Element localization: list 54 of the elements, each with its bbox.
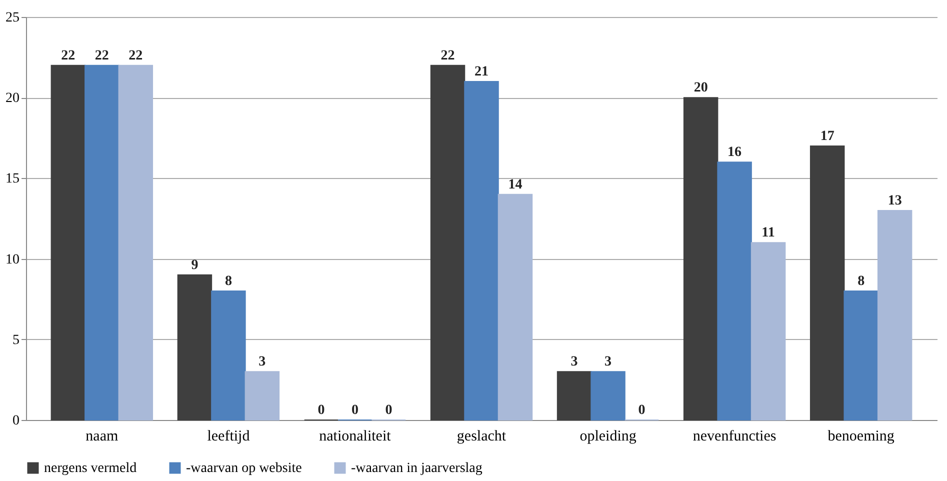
data-label: 20 <box>694 80 708 96</box>
bar <box>810 145 845 420</box>
legend-label: nergens vermeld <box>44 461 137 476</box>
bar <box>211 290 246 420</box>
x-tick-label: nevenfuncties <box>692 428 776 444</box>
x-tick-label: leeftijd <box>207 428 250 444</box>
bar <box>118 64 154 420</box>
x-tick-label: geslacht <box>456 428 507 444</box>
bar <box>844 290 878 420</box>
data-label: 11 <box>762 226 775 241</box>
bar <box>177 274 212 420</box>
legend-label: -waarvan op website <box>186 461 302 476</box>
bar <box>556 371 592 420</box>
bar <box>84 64 120 420</box>
x-tick-label: naam <box>86 428 118 444</box>
data-label: 9 <box>191 258 198 273</box>
data-label: 16 <box>728 145 742 160</box>
bar <box>464 80 499 420</box>
data-label: 13 <box>888 193 902 208</box>
y-tick-label: 25 <box>6 10 20 26</box>
data-label: 0 <box>385 403 392 418</box>
data-label: 3 <box>258 354 266 370</box>
bar <box>877 210 912 420</box>
x-tick-label: nationaliteit <box>319 428 392 444</box>
data-label: 0 <box>351 403 358 418</box>
data-label: 22 <box>61 48 76 64</box>
bar <box>717 162 752 420</box>
data-label: 0 <box>638 403 646 418</box>
y-tick-label: 20 <box>6 91 20 106</box>
data-label: 21 <box>474 64 488 80</box>
bar <box>683 97 718 420</box>
y-tick-label: 0 <box>12 414 20 428</box>
x-tick-label: benoeming <box>828 428 895 444</box>
data-label: 0 <box>318 403 325 418</box>
data-label: 22 <box>440 48 455 64</box>
data-label: 17 <box>820 128 834 144</box>
data-label: 22 <box>128 48 143 64</box>
x-tick-label: opleiding <box>580 428 637 444</box>
y-tick-label: 5 <box>12 332 20 348</box>
data-label: 8 <box>858 274 865 290</box>
y-tick-label: 15 <box>6 172 20 187</box>
data-label: 3 <box>604 354 612 370</box>
data-label: 14 <box>508 177 522 192</box>
bar <box>430 64 466 420</box>
bar <box>498 194 533 420</box>
bar <box>750 242 786 420</box>
bar <box>50 64 86 420</box>
legend-label: -waarvan in jaarverslag <box>351 461 482 476</box>
bar <box>244 371 280 420</box>
bar <box>590 371 626 420</box>
data-label: 3 <box>570 354 578 370</box>
y-tick-label: 10 <box>6 252 20 268</box>
data-label: 8 <box>224 274 232 290</box>
data-label: 22 <box>94 48 109 64</box>
